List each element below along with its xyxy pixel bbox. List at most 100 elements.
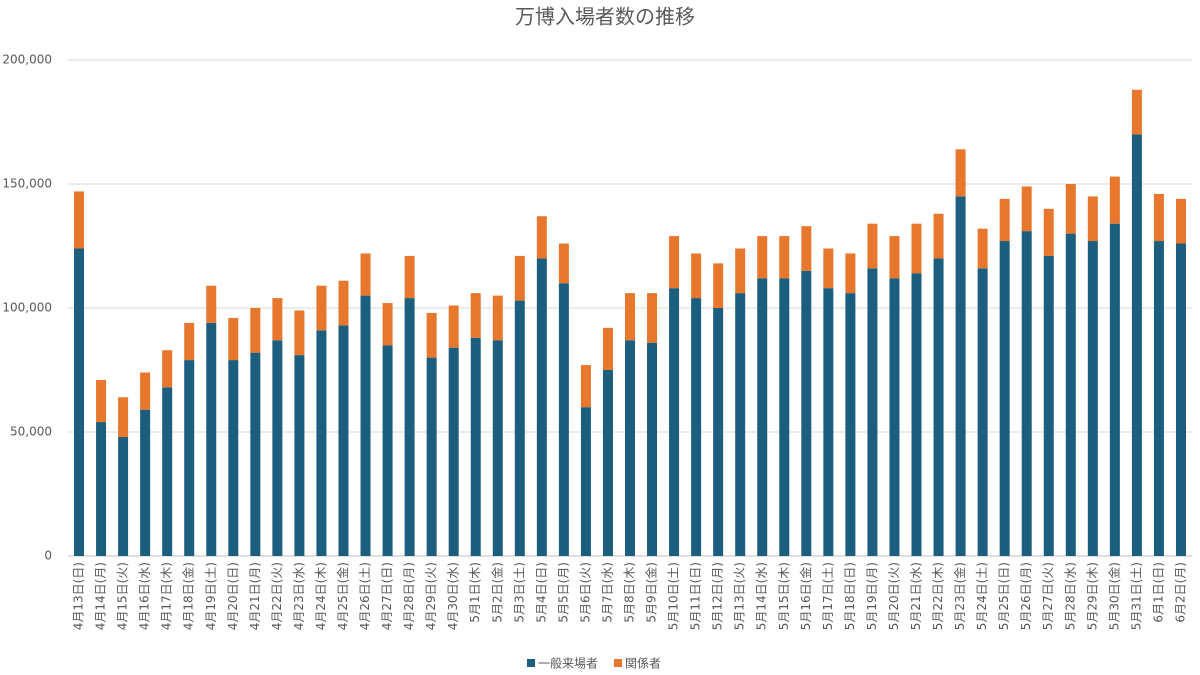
legend-swatch — [527, 659, 535, 667]
bar-segment — [140, 372, 151, 410]
bar-segment — [823, 248, 834, 289]
bar-segment — [801, 226, 812, 271]
bar-segment — [911, 223, 922, 274]
x-tick-label: 5月17日(土) — [821, 562, 835, 630]
x-tick-label: 5月12日(月) — [711, 562, 725, 630]
bar-segment — [492, 295, 503, 341]
bar-segment — [999, 241, 1010, 557]
bar-segment — [448, 347, 459, 556]
bar-segment — [691, 253, 702, 299]
x-tick-label: 5月18日(日) — [843, 562, 857, 630]
bar-segment — [74, 248, 85, 557]
bar-segment — [338, 325, 349, 556]
bar-segment — [96, 422, 107, 556]
bar-segment — [933, 213, 944, 259]
bar-segment — [647, 342, 658, 556]
bar-segment — [1043, 208, 1054, 256]
bar-segment — [713, 263, 724, 308]
bar-segment — [1021, 231, 1032, 556]
bar-segment — [669, 288, 680, 556]
x-tick-label: 4月24日(木) — [314, 562, 328, 630]
bar-segment — [294, 310, 305, 356]
bar-segment — [536, 216, 547, 259]
y-tick-label: 100,000 — [2, 301, 52, 315]
x-tick-label: 5月28日(水) — [1063, 562, 1077, 630]
bar-segment — [889, 278, 900, 556]
x-tick-label: 5月10日(土) — [667, 562, 681, 630]
x-tick-label: 5月20日(火) — [887, 562, 901, 630]
bar-segment — [779, 236, 790, 279]
bar-segment — [272, 340, 283, 556]
bar-segment — [448, 305, 459, 348]
x-tick-label: 5月27日(火) — [1041, 562, 1055, 630]
bar-segment — [1021, 186, 1032, 232]
x-tick-label: 4月19日(土) — [204, 562, 218, 630]
bar-segment — [1153, 241, 1164, 557]
x-tick-label: 5月30日(金) — [1106, 562, 1121, 630]
x-tick-label: 5月9日(金) — [644, 562, 659, 623]
x-tick-label: 5月23日(金) — [952, 562, 967, 630]
bar-segment — [933, 258, 944, 556]
x-tick-label: 4月29日(火) — [424, 562, 438, 630]
bar-segment — [162, 387, 173, 556]
x-tick-label: 6月2日(月) — [1173, 562, 1187, 623]
bar-segment — [735, 293, 746, 556]
bar-segment — [426, 312, 437, 358]
bar-segment — [250, 352, 261, 556]
bar-segment — [228, 360, 239, 556]
x-tick-label: 4月22日(火) — [270, 562, 284, 630]
bar-segment — [625, 293, 635, 341]
bar-segment — [735, 248, 746, 294]
bar-segment — [250, 308, 261, 353]
x-tick-label: 5月1日(木) — [468, 562, 482, 623]
bar-segment — [999, 198, 1010, 242]
bar-segment — [470, 337, 481, 556]
y-tick-label: 200,000 — [2, 53, 52, 67]
bar-segment — [1153, 193, 1164, 242]
bar-segment — [823, 288, 834, 556]
y-tick-label: 50,000 — [10, 425, 52, 439]
bar-segment — [625, 340, 635, 556]
bar-segment — [757, 236, 768, 279]
x-tick-label: 5月11日(日) — [689, 562, 703, 630]
x-tick-label: 5月22日(木) — [931, 562, 945, 630]
bar-segment — [382, 345, 393, 556]
x-tick-label: 5月31日(土) — [1129, 562, 1143, 630]
bar-segment — [713, 308, 724, 556]
bar-segment — [404, 255, 415, 299]
bar-segment — [580, 365, 591, 408]
x-tick-label: 5月7日(水) — [600, 562, 614, 623]
bar-segment — [977, 268, 988, 556]
bar-segment — [1175, 243, 1186, 556]
bar-segment — [845, 293, 856, 556]
bar-segment — [1065, 233, 1076, 556]
bar-segment — [162, 350, 173, 388]
x-tick-label: 4月13日(日) — [72, 562, 86, 630]
bar-segment — [316, 330, 327, 556]
bar-segment — [96, 379, 107, 423]
bar-segment — [1087, 196, 1098, 242]
x-tick-label: 5月3日(土) — [512, 562, 526, 623]
x-tick-label: 4月30日(水) — [446, 562, 460, 630]
bar-segment — [955, 149, 966, 197]
bar-segment — [272, 298, 283, 341]
bar-segment — [184, 322, 195, 361]
x-tick-label: 4月27日(日) — [380, 562, 394, 630]
bar-segment — [1065, 184, 1076, 234]
x-tick-label: 5月16日(金) — [798, 562, 813, 630]
bar-segment — [184, 360, 195, 556]
bar-segment — [1131, 134, 1142, 556]
x-tick-label: 4月17日(木) — [160, 562, 174, 630]
x-tick-label: 5月24日(土) — [975, 562, 989, 630]
bar-segment — [360, 253, 371, 296]
bar-segment — [691, 298, 702, 556]
bar-segment — [228, 317, 239, 361]
bar-segment — [867, 268, 878, 556]
bar-segment — [647, 293, 658, 343]
bar-segment — [558, 283, 569, 556]
bar-segment — [338, 280, 349, 326]
x-tick-label: 5月2日(金) — [489, 562, 504, 623]
bar-segment — [580, 407, 591, 556]
bar-segment — [360, 295, 371, 556]
